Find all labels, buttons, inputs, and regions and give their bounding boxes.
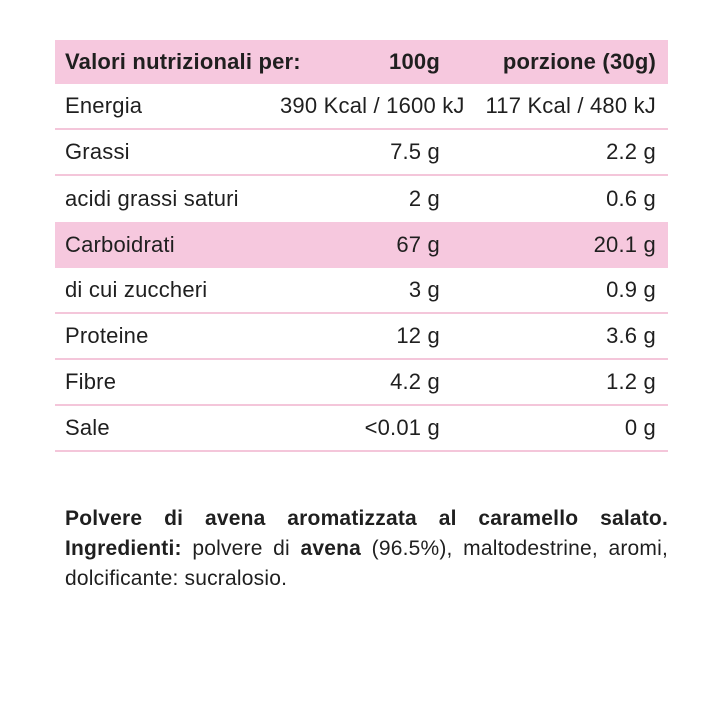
row-value-portion: 20.1 g bbox=[593, 232, 656, 257]
row-nutrient-label: Sale bbox=[65, 415, 110, 440]
ingredients-paragraph: Polvere di avena aromatizzata al caramel… bbox=[65, 504, 668, 594]
table-row: Grassi 7.5 g 2.2 g bbox=[55, 130, 668, 176]
row-value-portion: 0.9 g bbox=[606, 277, 656, 302]
row-nutrient-label: Carboidrati bbox=[65, 232, 175, 257]
row-nutrient-label: Fibre bbox=[65, 369, 117, 394]
header-col-portion: porzione (30g) bbox=[502, 49, 656, 74]
ingredient-avena: avena bbox=[300, 537, 362, 560]
row-nutrient-label: acidi grassi saturi bbox=[65, 186, 239, 211]
row-value-portion: 0.6 g bbox=[606, 186, 656, 211]
row-nutrient-label: Grassi bbox=[65, 139, 130, 164]
row-nutrient-label: Energia bbox=[65, 93, 143, 118]
nutrition-table: Valori nutrizionali per: 100g porzione (… bbox=[55, 40, 668, 452]
row-nutrient-label: Proteine bbox=[65, 323, 149, 348]
row-value-portion: 3.6 g bbox=[606, 323, 656, 348]
row-value-100g: 2 g bbox=[408, 186, 440, 211]
table-row: Fibre 4.2 g 1.2 g bbox=[55, 360, 668, 406]
row-value-portion: 0 g bbox=[624, 415, 656, 440]
table-row: acidi grassi saturi 2 g 0.6 g bbox=[55, 176, 668, 222]
ingredients-label: Ingredienti: bbox=[65, 537, 182, 560]
row-value-100g: <0.01 g bbox=[364, 415, 440, 440]
table-row: di cui zuccheri 3 g 0.9 g bbox=[55, 268, 668, 314]
table-row: Proteine 12 g 3.6 g bbox=[55, 314, 668, 360]
ingredients-pre-text: polvere di bbox=[181, 537, 301, 560]
ingredients-post-text: (96.5%), maltodestrine, aromi, dolcifica… bbox=[65, 537, 668, 590]
product-description-text: Polvere di avena aromatizzata al caramel… bbox=[65, 507, 668, 530]
table-row: Sale <0.01 g 0 g bbox=[55, 406, 668, 452]
row-nutrient-label: di cui zuccheri bbox=[65, 277, 208, 302]
row-value-100g: 67 g bbox=[396, 232, 440, 257]
row-value-100g: 4.2 g bbox=[390, 369, 440, 394]
row-value-100g: 3 g bbox=[408, 277, 440, 302]
header-values-label: Valori nutrizionali per: bbox=[65, 49, 301, 74]
row-value-portion: 1.2 g bbox=[606, 369, 656, 394]
table-header-row: Valori nutrizionali per: 100g porzione (… bbox=[55, 40, 668, 84]
row-value-100g: 7.5 g bbox=[390, 139, 440, 164]
header-col-100g: 100g bbox=[389, 49, 440, 74]
table-body: Energia 390 Kcal / 1600 kJ 117 Kcal / 48… bbox=[55, 84, 668, 452]
row-value-100g: 390 Kcal / 1600 kJ bbox=[280, 93, 465, 118]
row-value-portion: 2.2 g bbox=[606, 139, 656, 164]
nutrition-label-page: Valori nutrizionali per: 100g porzione (… bbox=[55, 40, 668, 594]
table-row: Carboidrati 67 g 20.1 g bbox=[55, 222, 668, 268]
table-row: Energia 390 Kcal / 1600 kJ 117 Kcal / 48… bbox=[55, 84, 668, 130]
row-value-portion: 117 Kcal / 480 kJ bbox=[485, 93, 656, 118]
row-value-100g: 12 g bbox=[396, 323, 440, 348]
